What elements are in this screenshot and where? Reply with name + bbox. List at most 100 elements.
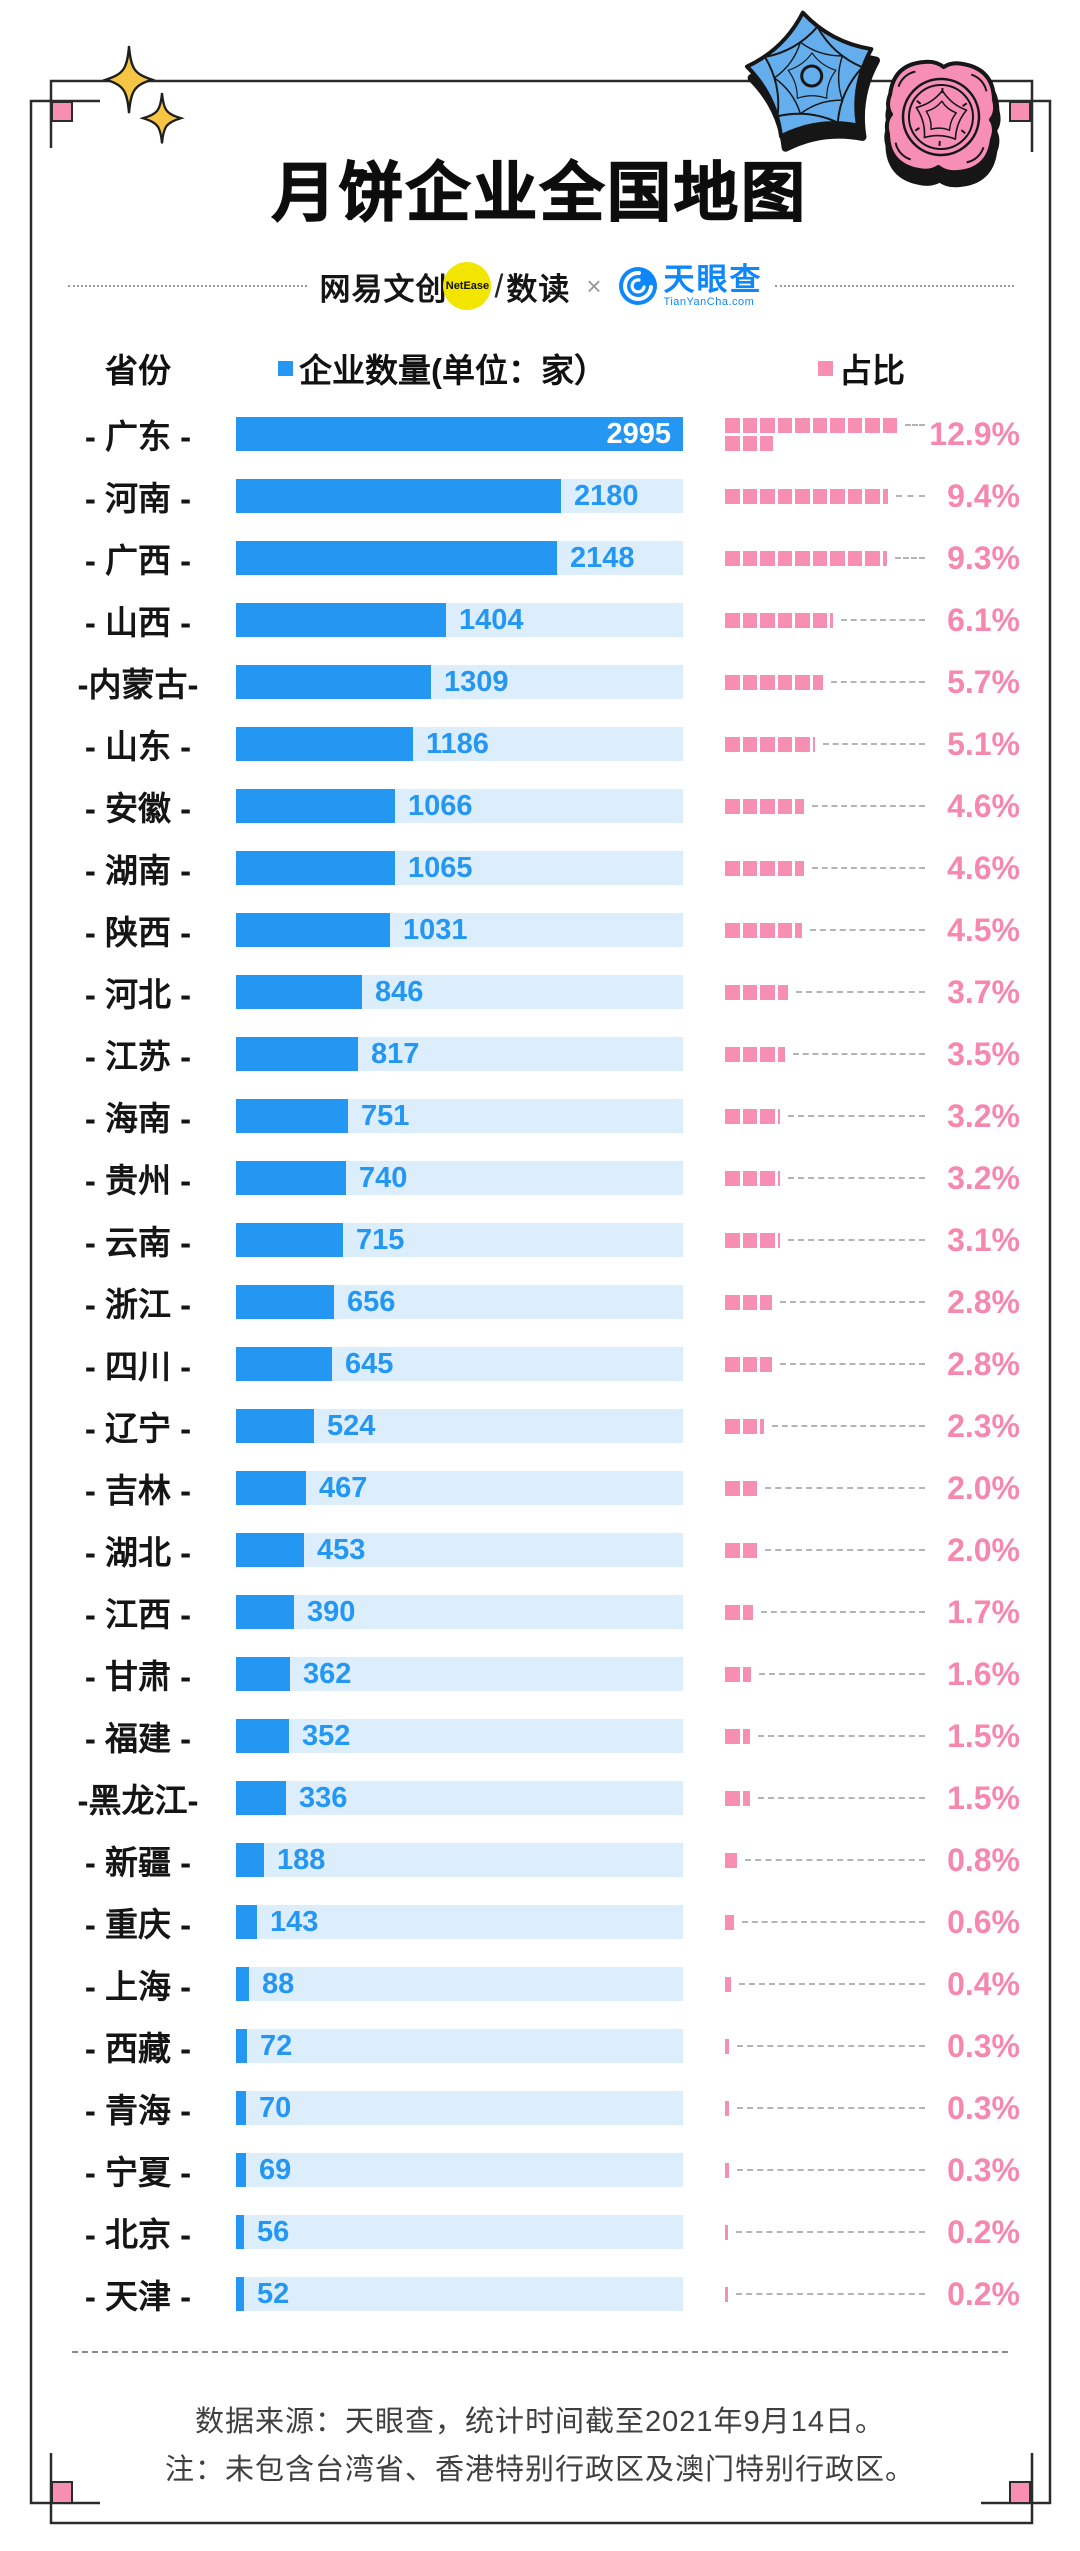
share-squares-line <box>725 1914 925 1930</box>
share-squares <box>725 417 925 451</box>
share-square-icon <box>725 736 740 752</box>
share-square-icon <box>847 488 862 504</box>
dotted-leader <box>760 1611 925 1613</box>
share-squares <box>725 736 925 752</box>
count-bar <box>236 1409 314 1443</box>
count-bar-track: 656 <box>236 1285 683 1319</box>
count-bar <box>236 2153 246 2187</box>
count-bar-track: 453 <box>236 1533 683 1567</box>
count-bar-track: 52 <box>236 2277 683 2311</box>
share-squares-line <box>725 1790 925 1806</box>
share-square-icon <box>725 550 740 566</box>
count-value: 524 <box>327 1409 376 1442</box>
share-square-icon <box>777 488 792 504</box>
table-row: - 吉林 - 467 2.0% <box>0 1457 1080 1519</box>
page-title: 月饼企业全国地图 <box>271 156 808 230</box>
province-label: - 江苏 - <box>84 1038 192 1075</box>
share-squares-line <box>725 2038 925 2054</box>
share-percent: 0.3% <box>947 2089 1020 2126</box>
table-row: - 江苏 - 817 3.5% <box>0 1023 1080 1085</box>
share-square-icon <box>795 736 810 752</box>
share-square-icon <box>742 417 757 433</box>
share-square-icon <box>725 1666 740 1682</box>
share-square-icon <box>830 488 845 504</box>
share-squares-line <box>725 435 925 451</box>
count-bar <box>236 1905 257 1939</box>
count-bar-track: 2148 <box>236 541 683 575</box>
count-value: 70 <box>259 2091 292 2124</box>
count-value: 2148 <box>570 541 635 574</box>
province-label: - 安徽 - <box>84 790 192 827</box>
share-square-icon <box>725 417 740 433</box>
count-bar <box>236 479 561 513</box>
share-squares-line <box>725 1232 925 1248</box>
share-square-icon <box>742 674 757 690</box>
share-square-icon <box>777 1046 785 1062</box>
share-square-icon <box>882 417 897 433</box>
table-row: - 河北 - 846 3.7% <box>0 961 1080 1023</box>
dotted-leader <box>772 1425 925 1427</box>
share-square-icon <box>830 417 845 433</box>
share-square-icon <box>742 550 757 566</box>
province-label: - 河北 - <box>84 976 192 1013</box>
share-square-icon <box>760 860 775 876</box>
count-bar-track: 1404 <box>236 603 683 637</box>
share-squares-line <box>725 1666 925 1682</box>
share-square-icon <box>777 1108 781 1124</box>
share-squares <box>725 1852 925 1868</box>
share-square-icon <box>742 798 757 814</box>
province-label: - 宁夏 - <box>84 2154 192 2191</box>
table-row: - 云南 - 715 3.1% <box>0 1209 1080 1271</box>
share-square-icon <box>812 550 827 566</box>
header-province: 省份 <box>60 340 216 396</box>
count-bar <box>236 851 395 885</box>
province-label: - 青海 - <box>84 2092 192 2129</box>
share-square-icon <box>760 1108 775 1124</box>
count-bar <box>236 1285 334 1319</box>
share-square-icon <box>725 674 740 690</box>
dotted-leader <box>811 867 925 869</box>
province-label: - 四川 - <box>84 1348 192 1385</box>
share-square-icon <box>795 488 810 504</box>
share-percent: 3.7% <box>947 973 1020 1010</box>
share-squares <box>725 1542 925 1558</box>
table-row: - 青海 - 70 0.3% <box>0 2077 1080 2139</box>
province-label: - 山东 - <box>84 728 192 765</box>
corner-square-top-right <box>1009 101 1031 122</box>
share-square-icon <box>725 1108 740 1124</box>
share-square-icon <box>742 1046 757 1062</box>
count-bar-track: 524 <box>236 1409 683 1443</box>
share-percent: 1.6% <box>947 1655 1020 1692</box>
share-squares-line <box>725 1976 925 1992</box>
share-square-icon <box>777 984 788 1000</box>
dotted-line-left <box>68 285 308 287</box>
province-label: - 云南 - <box>84 1224 192 1261</box>
province-label: - 西藏 - <box>84 2030 192 2067</box>
dotted-leader <box>896 495 925 497</box>
count-value: 72 <box>260 2029 293 2062</box>
count-value: 362 <box>303 1657 352 1690</box>
share-square-icon <box>725 612 740 628</box>
table-row: - 西藏 - 72 0.3% <box>0 2015 1080 2077</box>
share-squares <box>725 674 925 690</box>
share-square-icon <box>742 1728 750 1744</box>
share-percent: 12.9% <box>929 415 1020 452</box>
share-square-icon <box>742 1294 757 1310</box>
share-squares <box>725 922 925 938</box>
share-square-icon <box>742 984 757 1000</box>
count-value: 715 <box>356 1223 405 1256</box>
table-row: - 天津 - 52 0.2% <box>0 2263 1080 2325</box>
count-bar <box>236 541 557 575</box>
mooncake-pink-icon <box>884 59 1001 188</box>
share-square-icon <box>812 674 823 690</box>
share-squares-line <box>725 1294 925 1310</box>
share-squares <box>725 1356 925 1372</box>
count-bar <box>236 2091 246 2125</box>
count-value: 1404 <box>459 603 524 636</box>
dotted-line-right <box>774 285 1015 287</box>
tianyancha-swirl-icon <box>618 267 657 305</box>
header-share-label: 占比 <box>839 352 905 389</box>
count-bar-track: 56 <box>236 2215 683 2249</box>
